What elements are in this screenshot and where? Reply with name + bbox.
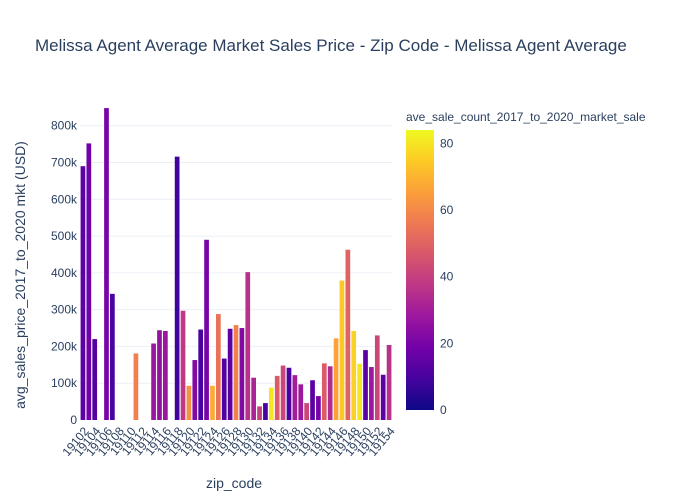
colorbar-tick-label: 0 (440, 403, 447, 417)
bar[interactable] (92, 339, 98, 420)
bar[interactable] (133, 353, 139, 420)
bar[interactable] (369, 367, 374, 420)
y-axis-ticks: 0 100k 200k 300k 400k 500k 600k 700k 800k (51, 119, 78, 427)
bar[interactable] (321, 363, 327, 420)
bar[interactable] (374, 335, 380, 420)
colorbar-tick-label: 80 (440, 136, 454, 150)
bar[interactable] (310, 380, 315, 420)
bar[interactable] (345, 249, 351, 420)
y-tick-label: 200k (51, 339, 78, 353)
bar[interactable] (280, 365, 286, 420)
bar[interactable] (104, 108, 109, 421)
bar[interactable] (298, 384, 304, 420)
y-axis-title: avg_sales_price_2017_to_2020 mkt (USD) (12, 141, 28, 409)
bar[interactable] (257, 406, 262, 420)
bar[interactable] (251, 377, 257, 420)
bar[interactable] (304, 403, 309, 420)
bar[interactable] (110, 293, 115, 420)
colorbar-title: ave_sale_count_2017_to_2020_market_sale (406, 110, 646, 124)
bar[interactable] (215, 314, 221, 420)
bars (80, 108, 392, 421)
colorbar-tick-label: 40 (440, 270, 454, 284)
colorbar-tick-label: 20 (440, 336, 454, 350)
bar[interactable] (180, 310, 186, 420)
bar[interactable] (227, 328, 233, 420)
bar[interactable] (163, 330, 168, 420)
bar[interactable] (221, 358, 227, 420)
bar[interactable] (380, 374, 386, 420)
y-tick-label: 600k (51, 192, 78, 206)
y-tick-label: 500k (51, 229, 78, 243)
bar[interactable] (339, 280, 345, 420)
bar[interactable] (268, 387, 274, 420)
bar[interactable] (80, 166, 86, 420)
bar[interactable] (363, 350, 368, 420)
bar[interactable] (86, 143, 92, 421)
x-axis-title: zip_code (206, 475, 262, 491)
bar[interactable] (386, 344, 392, 420)
colorbar-tick-label: 60 (440, 203, 454, 217)
bar[interactable] (186, 385, 192, 420)
y-tick-label: 0 (70, 413, 77, 427)
y-tick-label: 300k (51, 303, 78, 317)
bar[interactable] (274, 375, 280, 420)
y-tick-label: 700k (51, 156, 78, 170)
bar[interactable] (204, 239, 209, 420)
bar[interactable] (263, 403, 268, 420)
bar[interactable] (233, 325, 239, 420)
bar[interactable] (245, 272, 251, 420)
bar[interactable] (239, 328, 245, 420)
bar[interactable] (192, 360, 198, 420)
bar[interactable] (333, 338, 339, 420)
bar[interactable] (357, 363, 362, 420)
y-tick-label: 100k (51, 376, 78, 390)
bar[interactable] (151, 343, 156, 420)
y-grid (80, 125, 392, 421)
bar[interactable] (210, 385, 215, 420)
x-axis-ticks: 1910219104191061910819110191121911419116… (59, 424, 397, 459)
bar[interactable] (157, 330, 162, 420)
colorbar (406, 130, 434, 410)
colorbar-ticks: 0 20 40 60 80 (440, 136, 454, 417)
y-tick-label: 800k (51, 119, 78, 133)
bar[interactable] (351, 330, 357, 420)
y-tick-label: 400k (51, 266, 78, 280)
bar[interactable] (198, 329, 204, 420)
bar[interactable] (292, 375, 298, 420)
chart-title: Melissa Agent Average Market Sales Price… (35, 36, 627, 55)
bar[interactable] (316, 396, 321, 420)
bar[interactable] (327, 366, 333, 420)
bar[interactable] (286, 367, 292, 420)
bar[interactable] (174, 156, 180, 420)
